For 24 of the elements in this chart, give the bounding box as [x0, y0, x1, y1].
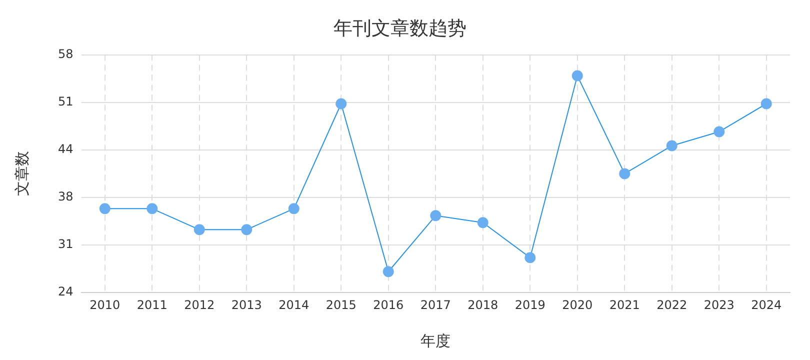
y-tick-label: 44: [58, 142, 74, 156]
x-tick-label: 2014: [278, 298, 310, 312]
x-tick-label: 2010: [90, 298, 120, 312]
x-tick-label: 2021: [609, 298, 640, 312]
x-tick-label: 2016: [373, 298, 404, 312]
x-tick-label: 2018: [468, 298, 498, 312]
y-axis-title: 文章数: [12, 151, 31, 196]
x-tick-label: 2024: [751, 298, 782, 312]
x-axis-title: 年度: [420, 332, 451, 350]
x-tick-label: 2019: [514, 298, 546, 312]
x-tick-label: 2015: [326, 298, 356, 312]
y-tick-label: 31: [58, 237, 74, 252]
y-tick-label: 24: [58, 284, 74, 299]
x-tick-label: 2023: [704, 298, 734, 312]
x-tick-label: 2011: [136, 298, 168, 312]
y-tick-label: 51: [58, 94, 74, 108]
chart-title: 年刊文章数趋势: [334, 17, 466, 40]
x-tick-label: 2012: [184, 298, 215, 312]
x-tick-label: 2020: [562, 298, 593, 312]
x-tick-label: 2017: [420, 298, 451, 312]
y-tick-label: 38: [58, 190, 74, 204]
y-tick-label: 58: [58, 46, 74, 61]
x-tick-label: 2022: [656, 298, 688, 312]
x-tick-label: 2013: [231, 298, 262, 312]
